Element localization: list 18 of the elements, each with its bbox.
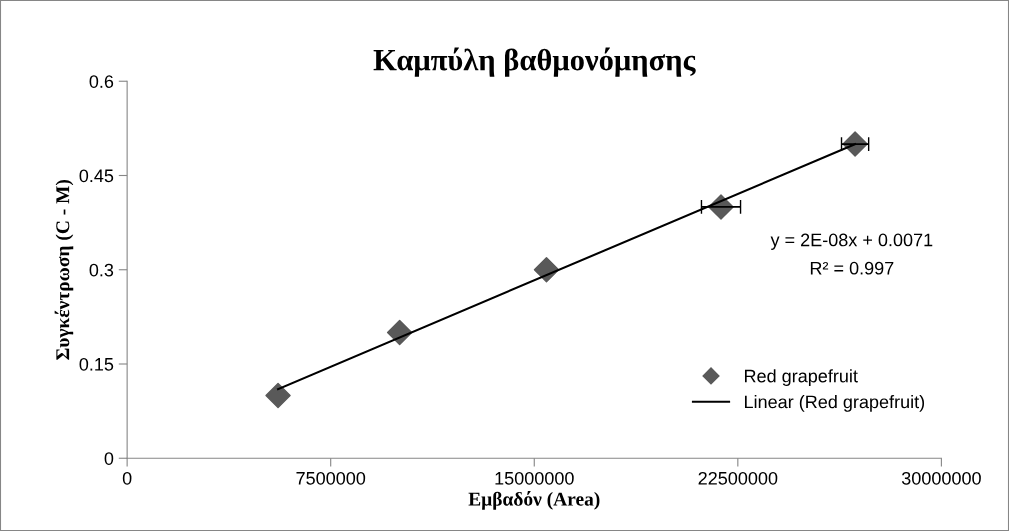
x-tick-label: 0	[122, 471, 132, 485]
chart-title: Καμπύλη βαθμονόμησης	[373, 47, 696, 77]
y-tick-label: 0	[104, 452, 114, 465]
point	[265, 382, 291, 409]
x-tick-label: 7500000	[296, 471, 366, 485]
legend-label: Red grapefruit	[744, 369, 858, 386]
y-tick-label: 0.15	[79, 357, 114, 371]
y-tick-label: 0.45	[79, 169, 114, 183]
y-tick-label: 0.6	[89, 75, 114, 88]
x-tick-label: 22500000	[698, 471, 778, 485]
x-tick-label: 15000000	[495, 471, 574, 485]
annotation: y = 2E-08x + 0.0071	[770, 233, 933, 250]
y-tick-label: 0.3	[89, 263, 114, 277]
x-tick-label: 30000000	[901, 471, 981, 485]
legend-label: Linear (Red grapefruit)	[744, 395, 925, 412]
y-axis-title: Συγκέντρωση (C - M)	[54, 179, 74, 360]
x-axis-title: Εμβαδόν (Area)	[468, 491, 600, 510]
annotation: R² = 0.997	[810, 261, 894, 275]
